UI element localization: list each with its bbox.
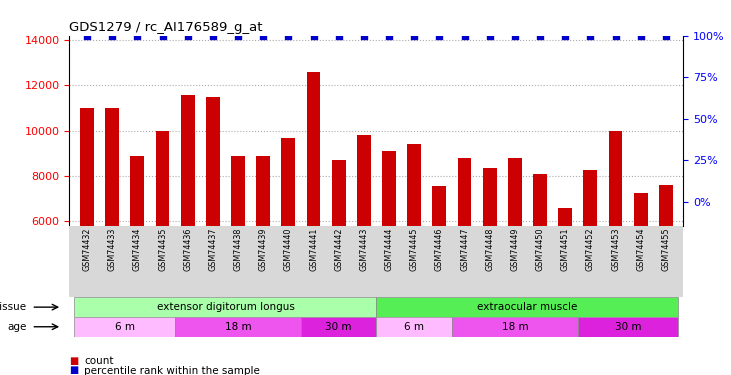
Text: extensor digitorum longus: extensor digitorum longus <box>156 302 295 312</box>
Bar <box>206 97 220 357</box>
Point <box>182 33 194 39</box>
Text: GDS1279 / rc_AI176589_g_at: GDS1279 / rc_AI176589_g_at <box>69 21 263 34</box>
Bar <box>508 158 522 357</box>
Bar <box>433 186 447 357</box>
Text: GSM74437: GSM74437 <box>208 227 217 271</box>
Text: 30 m: 30 m <box>615 322 641 332</box>
Bar <box>257 156 270 357</box>
Text: GSM74436: GSM74436 <box>183 227 192 271</box>
Bar <box>558 208 572 357</box>
Bar <box>376 297 678 317</box>
Text: GSM74445: GSM74445 <box>409 227 419 271</box>
Text: age: age <box>7 322 26 332</box>
Bar <box>105 108 119 357</box>
Bar <box>376 317 452 337</box>
Point <box>283 33 295 39</box>
Text: GSM74453: GSM74453 <box>611 227 620 271</box>
Bar <box>231 156 245 357</box>
Point <box>610 33 621 39</box>
Text: GSM74434: GSM74434 <box>133 227 142 271</box>
Bar <box>175 317 301 337</box>
Text: 6 m: 6 m <box>404 322 424 332</box>
Text: percentile rank within the sample: percentile rank within the sample <box>84 366 260 375</box>
Text: GSM74449: GSM74449 <box>510 227 520 271</box>
Text: GSM74440: GSM74440 <box>284 227 293 271</box>
Text: GSM74441: GSM74441 <box>309 227 318 271</box>
Point <box>534 33 546 39</box>
Text: 30 m: 30 m <box>325 322 352 332</box>
Bar <box>533 174 547 357</box>
Text: GSM74442: GSM74442 <box>334 227 344 271</box>
Point <box>509 33 520 39</box>
Bar <box>482 168 496 357</box>
Point <box>358 33 370 39</box>
Text: 18 m: 18 m <box>501 322 529 332</box>
Point <box>635 33 646 39</box>
Text: extraocular muscle: extraocular muscle <box>477 302 577 312</box>
Bar <box>301 317 376 337</box>
Point <box>433 33 445 39</box>
Bar <box>306 72 320 357</box>
Point <box>308 33 319 39</box>
Bar <box>382 151 396 357</box>
Text: ■: ■ <box>69 356 79 366</box>
Point <box>107 33 118 39</box>
Bar <box>458 158 471 357</box>
Bar <box>357 135 371 357</box>
Text: GSM74432: GSM74432 <box>83 227 91 271</box>
Point <box>660 33 672 39</box>
Text: 18 m: 18 m <box>224 322 251 332</box>
Bar <box>80 108 94 357</box>
Bar <box>281 138 295 357</box>
Text: GSM74450: GSM74450 <box>536 227 545 271</box>
Text: GSM74438: GSM74438 <box>233 227 243 271</box>
Bar <box>583 170 597 357</box>
Point <box>585 33 596 39</box>
Text: GSM74433: GSM74433 <box>107 227 117 271</box>
Text: GSM74448: GSM74448 <box>485 227 494 271</box>
Text: GSM74451: GSM74451 <box>561 227 569 271</box>
Point <box>207 33 219 39</box>
Point <box>383 33 395 39</box>
Text: ■: ■ <box>69 366 79 375</box>
Bar <box>634 193 648 357</box>
Point <box>458 33 470 39</box>
Point <box>333 33 344 39</box>
Bar <box>130 156 144 357</box>
Bar <box>452 317 577 337</box>
Text: GSM74447: GSM74447 <box>460 227 469 271</box>
Bar <box>156 131 170 357</box>
Point <box>81 33 93 39</box>
Text: tissue: tissue <box>0 302 26 312</box>
Text: GSM74435: GSM74435 <box>158 227 167 271</box>
Point <box>409 33 420 39</box>
Text: GSM74443: GSM74443 <box>360 227 368 271</box>
Point <box>232 33 244 39</box>
Bar <box>609 131 623 357</box>
Point <box>559 33 571 39</box>
Bar <box>407 144 421 357</box>
Text: GSM74454: GSM74454 <box>636 227 645 271</box>
Point <box>484 33 496 39</box>
Bar <box>75 317 175 337</box>
Point <box>156 33 168 39</box>
Text: 6 m: 6 m <box>115 322 135 332</box>
Bar <box>659 185 673 357</box>
Bar <box>577 317 678 337</box>
Point <box>132 33 143 39</box>
Bar <box>181 94 194 357</box>
Bar <box>332 160 346 357</box>
Text: GSM74452: GSM74452 <box>586 227 595 271</box>
Text: GSM74439: GSM74439 <box>259 227 268 271</box>
Text: GSM74444: GSM74444 <box>385 227 393 271</box>
Text: count: count <box>84 356 113 366</box>
Text: GSM74446: GSM74446 <box>435 227 444 271</box>
Bar <box>75 297 376 317</box>
Text: GSM74455: GSM74455 <box>662 227 670 271</box>
Point <box>257 33 269 39</box>
